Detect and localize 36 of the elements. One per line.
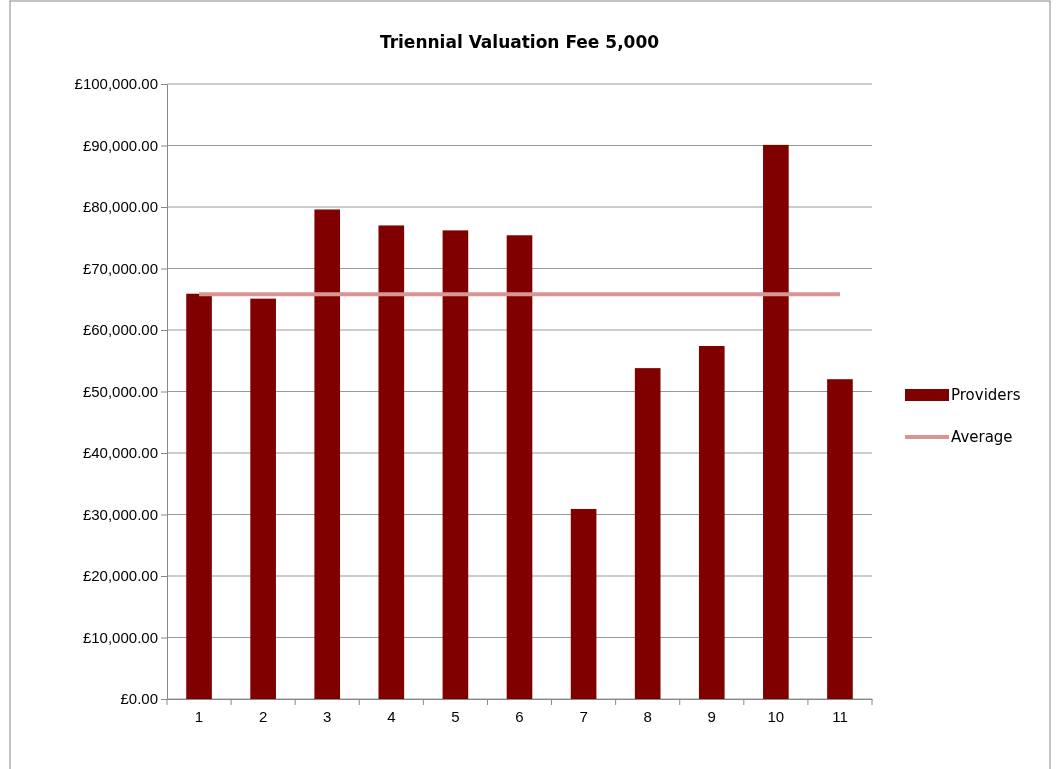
bar [506,235,533,699]
bar [186,293,212,699]
legend-label: Providers [951,386,1021,404]
bar [698,345,725,699]
x-tick-label: 8 [643,707,652,725]
y-tick-label: £60,000.00 [82,321,158,339]
x-tick-label: 2 [258,707,268,725]
x-tick-label: 7 [579,707,588,725]
y-tick-label: £90,000.00 [82,136,158,154]
x-tick-label: 10 [767,707,785,725]
y-tick-label: £10,000.00 [82,628,158,646]
x-tick-label: 4 [387,707,396,725]
y-tick-label: £80,000.00 [82,198,158,216]
y-tick-label: £30,000.00 [82,505,158,523]
y-tick-label: £0.00 [120,690,158,708]
x-tick-label: 11 [832,707,848,725]
bar [570,508,597,699]
y-tick-label: £40,000.00 [82,444,158,462]
bar [378,225,405,699]
x-tick-label: 3 [323,707,332,725]
y-tick-label: £70,000.00 [82,259,158,277]
y-tick-label: £50,000.00 [82,382,158,400]
bar [634,368,661,699]
x-tick-label: 9 [707,707,716,725]
bar [314,209,341,699]
bar [442,230,469,699]
bar [763,144,789,699]
x-tick-label: 6 [515,707,524,725]
chart-title: Triennial Valuation Fee 5,000 [379,32,660,52]
y-tick-label: £20,000.00 [82,567,158,585]
legend-label: Average [951,428,1013,446]
bar [250,298,276,699]
x-tick-label: 1 [194,707,204,725]
y-tick-label: £100,000.00 [74,75,158,93]
bar [827,379,853,699]
x-tick-label: 5 [451,707,460,725]
